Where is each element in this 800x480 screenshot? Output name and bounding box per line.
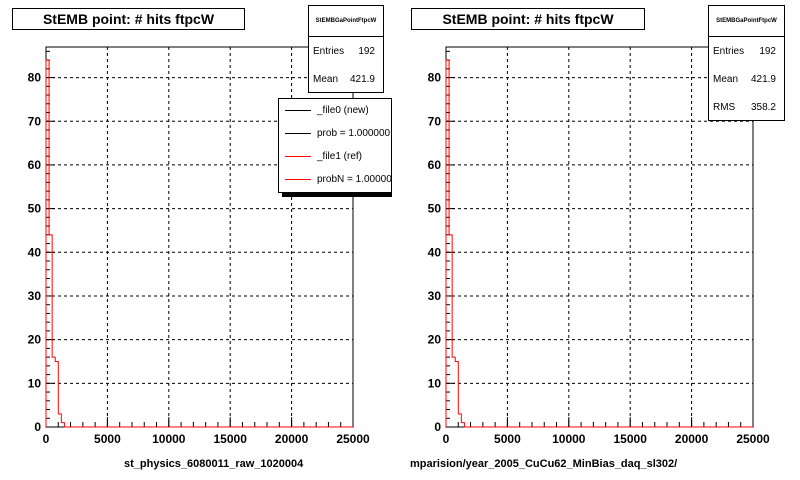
y-tick-label: 10 [428, 376, 442, 390]
y-tick-label: 30 [28, 289, 42, 303]
y-tick-label: 20 [28, 333, 42, 347]
stats-value: 421.9 [349, 73, 375, 85]
histogram-series-line [45, 59, 353, 428]
stats-value: 421.9 [750, 73, 776, 85]
x-tick-label: 25000 [736, 432, 770, 446]
stats-label: Entries [713, 45, 745, 57]
legend-line-red [285, 156, 311, 157]
x-tick-label: 20000 [675, 432, 709, 446]
stats-value: 192 [759, 45, 776, 57]
y-tick-label: 60 [28, 158, 42, 172]
x-tick-label: 5000 [94, 432, 121, 446]
stats-label: RMS [713, 101, 736, 113]
legend-entry: _file1 (ref) [279, 145, 391, 168]
stats-value: 192 [358, 45, 375, 57]
legend: _file0 (new) prob = 1.000000 _file1 (ref… [278, 98, 392, 193]
stats-name: StEMBGaPointFtpcW [309, 6, 383, 37]
right-x-axis-label: mparision/year_2005_CuCu62_MinBias_daq_s… [410, 458, 678, 470]
y-tick-label: 60 [428, 158, 442, 172]
left-x-axis-label: st_physics_6080011_raw_1020004 [124, 458, 304, 470]
x-tick-label: 15000 [614, 432, 648, 446]
legend-entry: _file0 (new) [279, 99, 391, 122]
y-tick-label: 20 [428, 333, 442, 347]
y-tick-label: 50 [428, 202, 442, 216]
stats-label: Entries [313, 45, 345, 57]
x-tick-label: 10000 [152, 432, 186, 446]
x-tick-label: 20000 [275, 432, 309, 446]
stats-row-mean: Mean 421.9 [709, 65, 784, 93]
legend-label: _file1 (ref) [317, 151, 363, 162]
left-chart-title: StEMB point: # hits ftpcW [12, 8, 245, 30]
legend-entry: probN = 1.000000 [279, 168, 391, 191]
legend-entry: prob = 1.000000 [279, 122, 391, 145]
stats-name: StEMBGaPointFtpcW [709, 6, 784, 37]
y-tick-label: 0 [434, 420, 441, 434]
stats-row-rms: RMS 358.2 [709, 93, 784, 121]
y-tick-label: 10 [28, 376, 42, 390]
x-tick-label: 25000 [336, 432, 370, 446]
y-tick-label: 70 [28, 114, 42, 128]
stats-row-entries: Entries 192 [309, 37, 383, 65]
y-tick-label: 80 [28, 71, 42, 85]
stats-row-mean: Mean 421.9 [309, 65, 383, 93]
y-tick-label: 40 [428, 245, 442, 259]
right-chart-title: StEMB point: # hits ftpcW [411, 8, 645, 30]
x-tick-label: 15000 [214, 432, 248, 446]
left-stats-box: StEMBGaPointFtpcW Entries 192 Mean 421.9 [308, 5, 384, 93]
stats-label: Mean [713, 73, 739, 85]
y-tick-label: 40 [28, 245, 42, 259]
legend-label: _file0 (new) [317, 105, 369, 116]
stats-row-entries: Entries 192 [709, 37, 784, 65]
stats-label: Mean [313, 73, 339, 85]
x-tick-label: 10000 [552, 432, 586, 446]
y-tick-label: 80 [428, 71, 442, 85]
plot-frame [445, 46, 754, 428]
legend-label: probN = 1.000000 [317, 174, 392, 185]
y-tick-label: 50 [28, 202, 42, 216]
legend-line-black [285, 133, 311, 134]
legend-line-black [285, 110, 311, 111]
legend-label: prob = 1.000000 [317, 128, 391, 139]
stats-value: 358.2 [750, 101, 776, 113]
legend-line-red [285, 179, 311, 180]
y-tick-label: 0 [34, 420, 41, 434]
y-tick-label: 70 [428, 114, 442, 128]
histogram-series-line [445, 59, 753, 428]
y-tick-label: 30 [428, 289, 442, 303]
x-tick-label: 0 [443, 432, 450, 446]
right-stats-box: StEMBGaPointFtpcW Entries 192 Mean 421.9… [708, 5, 785, 121]
right-histogram-plot: 0 5000 10000 15000 20000 25000 0 10 20 30 40 50 60 70… [428, 46, 770, 446]
x-tick-label: 5000 [494, 432, 521, 446]
x-tick-label: 0 [43, 432, 50, 446]
